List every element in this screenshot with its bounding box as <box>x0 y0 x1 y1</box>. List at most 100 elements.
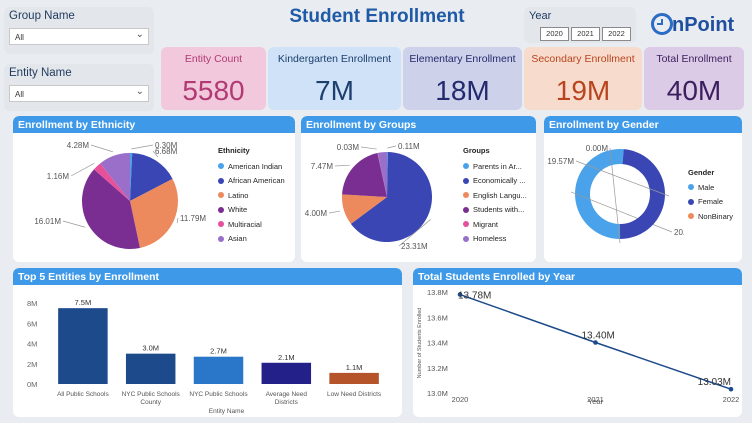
bar-value-label: 2.1M <box>278 353 295 362</box>
legend-item[interactable]: Female <box>688 195 733 210</box>
pie-leader-line <box>131 144 154 150</box>
pie-slice[interactable] <box>100 153 130 201</box>
kpi-label: Entity Count <box>184 53 243 65</box>
yearly-title: Total Students Enrolled by Year <box>413 268 742 285</box>
pie-slice[interactable] <box>130 153 133 201</box>
legend-title: Gender <box>688 168 715 177</box>
page-title: Student Enrollment <box>289 6 465 27</box>
pie-slice[interactable] <box>93 163 130 201</box>
year-button-2022[interactable]: 2022 <box>602 27 631 41</box>
legend-item[interactable]: Economically ... <box>463 174 527 189</box>
legend-item[interactable]: Students with... <box>463 203 527 218</box>
y-tick-label: 8M <box>27 299 37 308</box>
y-tick-label: 13.6M <box>427 313 448 322</box>
legend-label: African American <box>228 176 285 186</box>
x-tick-label: 2021 <box>587 395 604 404</box>
x-tick-label: All Public Schools <box>57 391 109 398</box>
pie-leader-line <box>70 162 95 177</box>
pie-slice[interactable] <box>377 152 387 197</box>
kpi-kindergarten: Kindergarten Enrollment 7M <box>268 47 401 110</box>
yearly-card: Total Students Enrolled by Year 13.0M 13.… <box>413 268 742 417</box>
legend-label: Parents in Ar... <box>473 161 522 171</box>
pie-slice[interactable] <box>350 152 432 242</box>
legend-item[interactable]: Parents in Ar... <box>463 159 527 174</box>
x-axis-title: Entity Name <box>209 408 245 415</box>
pie-slice[interactable] <box>387 152 388 197</box>
legend-item[interactable]: African American <box>218 174 285 189</box>
yearly-line-chart: 13.0M 13.2M 13.4M 13.6M 13.8M Number of Stude… <box>417 288 739 406</box>
legend-dot <box>218 235 224 242</box>
kpi-label: Elementary Enrollment <box>409 53 516 65</box>
pie-slice[interactable] <box>620 149 666 239</box>
group-name-slicer: Group Name All ⌄ <box>4 7 154 54</box>
y-tick-label: 13.8M <box>427 288 448 297</box>
gender-donut-chart: 20.63M 19.57M 0.00M <box>547 144 684 244</box>
line-point[interactable] <box>728 386 734 392</box>
line-data-label: 13.03M <box>698 377 731 388</box>
bar[interactable] <box>58 308 108 384</box>
legend-item[interactable]: Latino <box>218 188 285 203</box>
legend-item[interactable]: Asian <box>218 232 285 247</box>
legend-item[interactable]: English Langu... <box>463 188 527 203</box>
pie-leader-line <box>360 146 377 150</box>
year-button-2020[interactable]: 2020 <box>540 27 569 41</box>
pie-data-label: 19.57M <box>547 157 574 166</box>
y-tick-label: 2M <box>27 360 37 369</box>
legend-item[interactable]: Male <box>688 180 733 195</box>
legend-dot <box>463 206 469 213</box>
legend-item[interactable]: White <box>218 203 285 218</box>
group-name-dropdown[interactable]: All ⌄ <box>9 28 149 45</box>
bar[interactable] <box>125 353 176 384</box>
year-button-2021[interactable]: 2021 <box>571 27 600 41</box>
pie-slice[interactable] <box>575 149 624 239</box>
logo-text: nPoint <box>672 14 735 36</box>
legend-dot <box>463 221 469 228</box>
pie-data-label: 23.31M <box>401 242 428 251</box>
legend-label: Economically ... <box>473 176 526 186</box>
entity-name-slicer: Entity Name All ⌄ <box>4 64 154 111</box>
pie-data-label: 11.79M <box>180 214 206 223</box>
pie-leader-line <box>90 144 114 153</box>
legend-label: Students with... <box>473 205 525 215</box>
line-point[interactable] <box>593 340 598 345</box>
pie-slice[interactable] <box>82 169 140 249</box>
legend-dot <box>688 213 694 220</box>
pie-leader-line <box>328 210 341 214</box>
pie-slice[interactable] <box>377 152 387 197</box>
legend-dot <box>688 198 694 205</box>
kpi-entity-count: Entity Count 5580 <box>161 47 266 110</box>
bar[interactable] <box>261 362 312 384</box>
legend-dot <box>218 177 224 184</box>
groups-legend: Groups Parents in Ar... Economically ... E… <box>463 146 527 246</box>
legend-item[interactable]: NonBinary <box>688 209 733 224</box>
pie-leader-line <box>570 191 673 233</box>
legend-item[interactable]: American Indian <box>218 159 285 174</box>
y-tick-label: 13.0M <box>427 389 448 398</box>
entity-name-dropdown[interactable]: All ⌄ <box>9 85 149 102</box>
kpi-value: 18M <box>435 75 490 106</box>
legend-item[interactable]: Homeless <box>463 232 527 247</box>
pie-data-label: 0.30M <box>155 141 178 150</box>
pie-slice[interactable] <box>130 178 178 248</box>
y-tick-label: 0M <box>27 380 37 389</box>
bar[interactable] <box>329 372 379 384</box>
group-name-label: Group Name <box>9 10 75 22</box>
pie-data-label: 1.16M <box>47 172 70 181</box>
pie-slice[interactable] <box>342 153 387 197</box>
legend-label: Latino <box>228 190 249 200</box>
legend-item[interactable]: Migrant <box>463 217 527 232</box>
pie-slice[interactable] <box>130 153 173 201</box>
legend-dot <box>688 184 694 191</box>
kpi-secondary: Secondary Enrollment 19M <box>524 47 642 110</box>
x-axis-title: Year <box>588 397 604 406</box>
bar-value-label: 2.7M <box>210 347 227 356</box>
chevron-down-icon: ⌄ <box>135 86 144 97</box>
y-tick-label: 6M <box>27 319 37 328</box>
pie-data-label: 0.11M <box>398 142 420 151</box>
pie-slice[interactable] <box>342 194 387 224</box>
bar[interactable] <box>193 356 244 384</box>
line-point[interactable] <box>457 292 463 297</box>
pie-data-label: 16.01M <box>34 217 61 226</box>
pie-data-label: 20.63M <box>674 228 684 237</box>
legend-item[interactable]: Multiracial <box>218 217 285 232</box>
